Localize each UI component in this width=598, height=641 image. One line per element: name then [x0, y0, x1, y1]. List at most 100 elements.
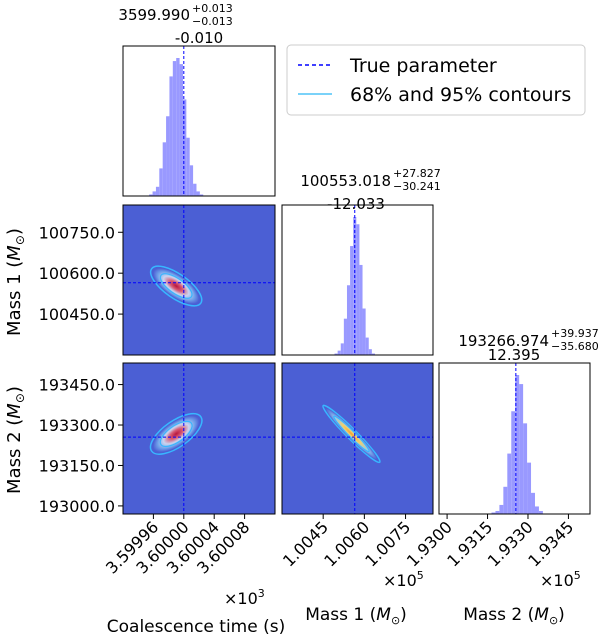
svg-text:Mass 1 (M⊙): Mass 1 (M⊙) [4, 228, 27, 336]
legend: True parameter 68% and 95% contours [286, 44, 586, 116]
title-bias-0: -0.010 [175, 29, 223, 47]
density-frame-1 [122, 362, 276, 515]
hist-bar [503, 486, 508, 514]
hist-bar [519, 384, 524, 514]
title-main-2: 193266.974 [458, 332, 549, 350]
ytick-label: 193000.0 [39, 497, 115, 516]
title-minus-1: −30.241 [393, 180, 441, 193]
hist-bar [152, 191, 156, 196]
offset-time: ×103 [224, 587, 265, 608]
hist-bar [149, 194, 153, 196]
contour-68 [159, 420, 193, 448]
xtick-label: 1.0060 [320, 517, 373, 570]
ytick-label: 193450.0 [39, 376, 115, 395]
hist-frame-1 [281, 204, 434, 356]
title-plus-0: +0.013 [192, 2, 233, 15]
hist-bar [531, 492, 535, 514]
ytick-label: 193150.0 [39, 456, 115, 475]
title-main-0: 3599.990 [118, 6, 190, 24]
offset-mass1: ×105 [383, 569, 424, 590]
density-frame-0 [122, 204, 276, 356]
legend-contour-label: 68% and 95% contours [350, 84, 571, 106]
hist-bar [155, 186, 160, 196]
ylabel-mass2-text: Mass 2 [4, 431, 25, 494]
density-blob [153, 415, 200, 453]
hist-bar [499, 504, 504, 514]
ylabel-mass2: Mass 2 (M⊙) [4, 386, 27, 494]
hist-bar [169, 76, 173, 196]
density-blob [153, 268, 200, 304]
xtick-label: 1.9345 [524, 517, 577, 570]
title-minus-2: −35.680 [551, 340, 598, 353]
hist-bar [495, 510, 500, 514]
title-plus-2: +39.937 [551, 327, 598, 340]
hist-bar [343, 318, 347, 355]
hist-bar [159, 168, 163, 196]
hist-bar [189, 165, 194, 196]
hist-bar [527, 462, 532, 514]
contour-68 [159, 273, 193, 299]
hist-bar [346, 285, 351, 355]
legend-true-label: True parameter [349, 55, 497, 77]
hist-bar [199, 194, 204, 196]
ytick-label: 193300.0 [39, 416, 115, 435]
hist-bar [365, 337, 369, 355]
hist-bar [368, 349, 372, 355]
hist-panel-1 [281, 204, 434, 356]
title-minus-0: −0.013 [192, 15, 233, 28]
xlabel-time: Coalescence time (s) [107, 617, 285, 637]
hist-bar [182, 99, 187, 196]
hist-frame-0 [122, 45, 276, 197]
xtick-label: 1.0075 [361, 517, 414, 570]
density-blob [325, 408, 378, 460]
ytick-label: 100600.0 [39, 264, 115, 283]
hist-bar [362, 308, 366, 355]
hist-bar [172, 61, 177, 196]
legend-box [286, 44, 586, 116]
contour-95 [149, 265, 203, 307]
hist-bar [507, 453, 512, 514]
hist-bar [359, 264, 363, 355]
hist-bar [515, 375, 520, 514]
hist-bar [523, 423, 528, 514]
title-bias-2: 12.395 [488, 346, 541, 364]
hist-bar [340, 343, 344, 355]
svg-text:Mass 2 (M⊙): Mass 2 (M⊙) [4, 386, 27, 494]
hist-bar [179, 64, 183, 196]
density-frame-2 [281, 362, 434, 515]
hist-bar [166, 116, 170, 196]
hist-frame-2 [438, 362, 591, 515]
hist-bar [350, 246, 354, 355]
hist-bg-0 [123, 46, 275, 196]
density-bg-1 [123, 363, 275, 514]
density-panel-0 [122, 204, 276, 356]
title-param-0: 3599.990 +0.013 −0.013 -0.010 [118, 2, 232, 47]
hist-bar [186, 137, 190, 196]
density-panel-1 [122, 362, 276, 515]
ytick-label: 100450.0 [39, 305, 115, 324]
density-panel-2 [281, 362, 434, 515]
hist-bar [162, 142, 167, 196]
hist-bar [491, 512, 496, 514]
title-param-2: 193266.974 +39.937 −35.680 12.395 [458, 327, 598, 364]
density-bg-0 [123, 205, 275, 355]
hist-bar [334, 353, 338, 355]
contour-68 [333, 415, 370, 453]
xlabel-mass2: Mass 2 (M⊙) [463, 605, 565, 627]
hist-bar [196, 191, 200, 196]
hist-bar [176, 58, 180, 196]
hist-bar [538, 510, 543, 514]
hist-panel-2 [438, 362, 591, 515]
ylabel-mass1-text: Mass 1 [4, 273, 25, 336]
hist-bar [337, 350, 341, 355]
hist-bar [511, 411, 516, 514]
hist-bar [534, 506, 539, 514]
ytick-label: 100750.0 [39, 223, 115, 242]
xtick-label: 1.0045 [279, 517, 332, 570]
title-plus-1: +27.827 [393, 167, 441, 180]
xlabel-mass1: Mass 1 (M⊙) [305, 605, 407, 627]
title-main-1: 100553.018 [300, 172, 391, 190]
title-param-1: 100553.018 +27.827 −30.241 -12.033 [300, 167, 440, 213]
